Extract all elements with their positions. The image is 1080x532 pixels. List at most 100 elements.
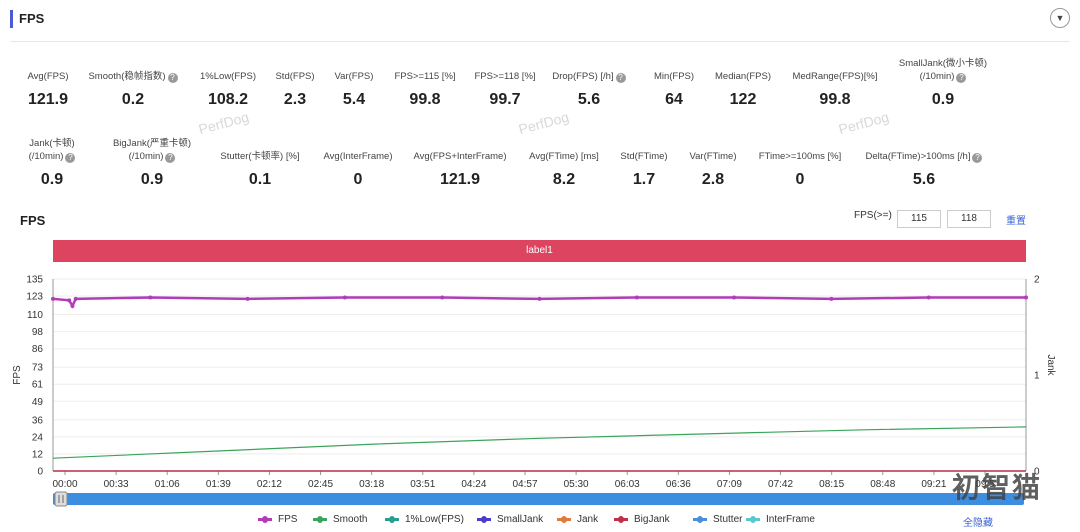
corner-watermark: 初智猫: [952, 472, 1043, 503]
y-axis-label: FPS: [12, 365, 23, 385]
y-tick-label: 98: [32, 327, 44, 338]
legend-item-jank[interactable]: Jank: [557, 514, 598, 525]
legend-label: FPS: [278, 514, 298, 525]
x-tick-label: 01:06: [155, 479, 180, 490]
fps-header: FPS ▼: [10, 8, 1070, 38]
stat-label: Smooth(稳帧指数)?: [73, 70, 193, 83]
legend-label: 1%Low(FPS): [405, 514, 464, 525]
x-tick-label: 05:30: [564, 479, 589, 490]
x-tick-label: 08:15: [819, 479, 844, 490]
legend-item-1-low-fps-[interactable]: 1%Low(FPS): [385, 514, 464, 525]
fps-point: [537, 296, 542, 301]
y2-tick-label: 2: [1034, 275, 1040, 286]
fps-point: [440, 295, 445, 300]
x-tick-label: 01:39: [206, 479, 231, 490]
y2-tick-label: 1: [1034, 371, 1040, 382]
help-icon[interactable]: ?: [65, 153, 76, 163]
stat-value: 99.7: [489, 91, 521, 108]
stat-label-text: Median(FPS): [715, 71, 771, 82]
stat-r1-1: Smooth(稳帧指数)? 0.2: [73, 70, 193, 109]
y-tick-label: 12: [32, 449, 44, 460]
fps-point: [73, 296, 78, 301]
stat-label-text: MedRange(FPS)[%]: [792, 71, 878, 82]
help-icon[interactable]: ?: [956, 73, 967, 83]
stat-label-text: Avg(FTime) [ms]: [529, 151, 599, 162]
chart-title: FPS: [20, 213, 46, 228]
stat-label-unit: (/10min): [919, 71, 955, 82]
stat-value: 99.8: [409, 91, 441, 108]
stat-r2-4: Avg(FPS+InterFrame) 121.9: [400, 150, 520, 189]
fps-point: [148, 295, 153, 300]
legend-label: Stutter: [713, 514, 743, 525]
stat-label-unit: (/10min): [28, 151, 64, 162]
watermark: PerfDog: [836, 108, 891, 138]
stat-value: 5.6: [577, 91, 601, 108]
legend-swatch-icon: [385, 515, 399, 523]
stat-label-text: Stutter(卡顿率) [%]: [220, 151, 300, 162]
help-icon[interactable]: ?: [167, 73, 178, 83]
stat-label-text: FPS>=115 [%]: [394, 71, 456, 82]
help-icon[interactable]: ?: [972, 153, 983, 163]
y-tick-label: 73: [32, 363, 44, 374]
stat-r1-11: SmallJank(微小卡顿) (/10min)? 0.9: [883, 57, 1003, 109]
legend-item-interframe[interactable]: InterFrame: [746, 514, 815, 525]
stat-label-text: Jank(卡顿): [29, 138, 75, 149]
threshold-input-2[interactable]: 118: [947, 210, 991, 228]
legend-item-bigjank[interactable]: BigJank: [614, 514, 670, 525]
stat-r2-9: Delta(FTime)>100ms [/h]? 5.6: [864, 150, 984, 189]
legend-swatch-icon: [746, 515, 760, 523]
stat-label: Stutter(卡顿率) [%]: [200, 150, 320, 163]
fps-point: [926, 295, 931, 300]
divider: [10, 41, 1070, 42]
y-tick-label: 123: [26, 292, 43, 303]
stat-value: 0.2: [121, 91, 145, 108]
threshold-label: FPS(>=): [854, 210, 892, 221]
legend-label: SmallJank: [497, 514, 544, 525]
y-tick-label: 24: [32, 432, 44, 443]
stat-r2-6: Std(FTime) 1.7: [584, 150, 704, 189]
stat-r2-2: Stutter(卡顿率) [%] 0.1: [200, 150, 320, 189]
legend-item-smooth[interactable]: Smooth: [313, 514, 367, 525]
legend-swatch-icon: [614, 515, 628, 523]
stat-label: 1%Low(FPS): [168, 70, 288, 83]
legend-item-fps[interactable]: FPS: [258, 514, 297, 525]
threshold-input-1[interactable]: 115: [897, 210, 941, 228]
fps-point: [342, 295, 347, 300]
header-accent-bar: [10, 10, 13, 28]
legend-swatch-icon: [557, 515, 571, 523]
y-tick-label: 135: [26, 275, 43, 286]
stat-label-text: FTime>=100ms [%]: [758, 151, 842, 162]
stat-label: Jank(卡顿) (/10min)?: [0, 137, 112, 163]
stat-value: 2.8: [701, 171, 725, 188]
fps-point: [245, 296, 250, 301]
legend-swatch-icon: [313, 515, 327, 523]
stat-r1-7: Drop(FPS) [/h]? 5.6: [529, 70, 649, 109]
stat-value: 0.9: [931, 91, 955, 108]
stat-label: BigJank(严重卡顿) (/10min)?: [92, 137, 212, 163]
reset-button[interactable]: 重置: [1006, 216, 1026, 227]
stat-label-text: FPS>=118 [%]: [474, 71, 536, 82]
stat-r1-2: 1%Low(FPS) 108.2: [168, 70, 288, 109]
watermark: PerfDog: [196, 108, 251, 138]
stat-value: 0.1: [248, 171, 272, 188]
stat-value: 1.7: [632, 171, 656, 188]
label-bar[interactable]: label1: [53, 240, 1026, 262]
stat-r1-0: Avg(FPS) 121.9: [0, 70, 108, 109]
collapse-toggle-icon[interactable]: ▼: [1050, 8, 1070, 28]
legend-item-smalljank[interactable]: SmallJank: [477, 514, 543, 525]
stat-r2-5: Avg(FTime) [ms] 8.2: [504, 150, 624, 189]
help-icon[interactable]: ?: [165, 153, 176, 163]
series-line-smooth: [52, 426, 1027, 459]
x-tick-label: 04:57: [512, 479, 537, 490]
stat-value: 0.9: [140, 171, 164, 188]
legend-item-stutter[interactable]: Stutter: [693, 514, 742, 525]
legend-label: Smooth: [333, 514, 368, 525]
help-icon[interactable]: ?: [615, 73, 626, 83]
stat-r1-4: Var(FPS) 5.4: [294, 70, 414, 109]
hide-all-button[interactable]: 全隐藏: [963, 518, 993, 529]
stat-value: 121.9: [439, 171, 481, 188]
legend-swatch-icon: [477, 515, 491, 523]
y-tick-label: 0: [37, 467, 43, 478]
legend-swatch-icon: [693, 515, 707, 523]
x-tick-label: 07:09: [717, 479, 742, 490]
